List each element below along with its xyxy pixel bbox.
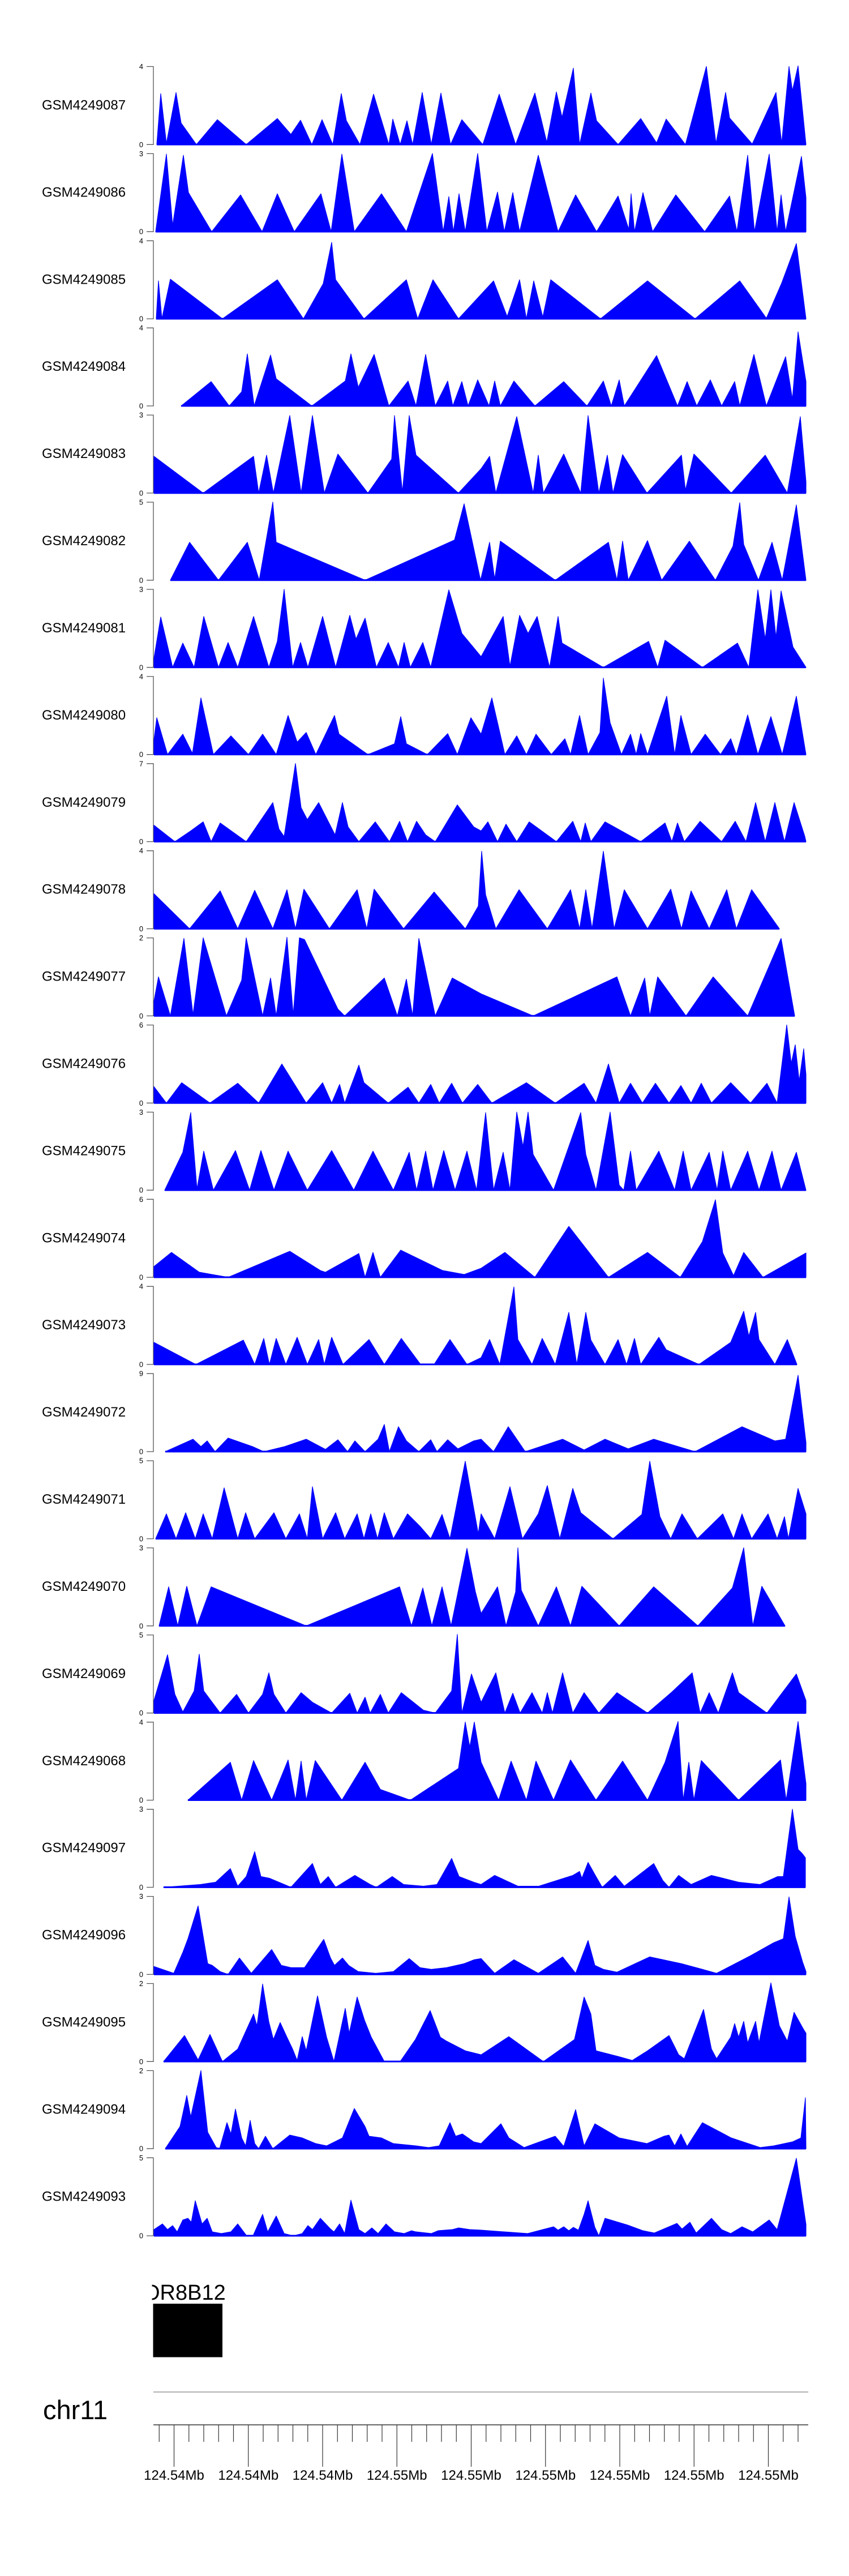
svg-text:4: 4 [139,324,143,332]
svg-text:0: 0 [139,1012,143,1020]
svg-text:2: 2 [139,2066,143,2075]
svg-text:124.55Mb: 124.55Mb [515,2468,576,2483]
svg-text:124.54Mb: 124.54Mb [218,2468,278,2483]
svg-text:GSM4249082: GSM4249082 [42,533,126,549]
svg-text:0: 0 [139,402,143,410]
svg-text:9: 9 [139,1370,143,1378]
svg-text:0: 0 [139,1970,143,1979]
svg-text:0: 0 [139,1534,143,1543]
svg-text:5: 5 [139,2154,143,2162]
svg-text:5: 5 [139,1631,143,1639]
svg-text:GSM4249071: GSM4249071 [42,1492,126,1507]
svg-text:4: 4 [139,846,143,855]
svg-text:GSM4249077: GSM4249077 [42,969,126,985]
svg-text:GSM4249078: GSM4249078 [42,882,126,897]
svg-text:0: 0 [139,228,143,236]
svg-text:GSM4249093: GSM4249093 [42,2189,126,2204]
svg-text:124.54Mb: 124.54Mb [144,2468,204,2483]
svg-text:0: 0 [139,925,143,933]
svg-text:GSM4249068: GSM4249068 [42,1753,126,1769]
svg-text:124.55Mb: 124.55Mb [367,2468,427,2483]
svg-text:0: 0 [139,1099,143,1107]
svg-text:GSM4249080: GSM4249080 [42,708,126,723]
svg-text:0: 0 [139,750,143,759]
svg-text:0: 0 [139,1883,143,1892]
svg-text:GSM4249094: GSM4249094 [42,2102,126,2117]
svg-text:chr11: chr11 [43,2395,108,2425]
svg-text:3: 3 [139,149,143,158]
svg-text:6: 6 [139,1021,143,1029]
svg-text:3: 3 [139,1544,143,1552]
svg-text:0: 0 [139,663,143,671]
svg-text:0: 0 [139,1360,143,1369]
svg-text:GSM4249076: GSM4249076 [42,1056,126,1072]
svg-text:0: 0 [139,489,143,497]
svg-text:124.55Mb: 124.55Mb [738,2468,799,2483]
svg-text:0: 0 [139,2057,143,2066]
svg-text:0: 0 [139,837,143,846]
svg-text:GSM4249087: GSM4249087 [42,98,126,113]
svg-text:GSM4249096: GSM4249096 [42,1928,126,1943]
svg-text:0: 0 [139,576,143,584]
svg-text:0: 0 [139,1186,143,1195]
svg-text:2: 2 [139,1979,143,1988]
svg-text:0: 0 [139,1709,143,1717]
svg-text:5: 5 [139,1457,143,1465]
svg-text:GSM4249074: GSM4249074 [42,1230,126,1246]
svg-text:OR8B12: OR8B12 [143,2281,226,2305]
svg-text:GSM4249083: GSM4249083 [42,446,126,461]
svg-text:GSM4249070: GSM4249070 [42,1579,126,1594]
svg-text:0: 0 [139,140,143,149]
svg-text:124.54Mb: 124.54Mb [293,2468,353,2483]
svg-text:0: 0 [139,2145,143,2153]
svg-text:6: 6 [139,1195,143,1204]
svg-text:4: 4 [139,1282,143,1291]
svg-text:GSM4249069: GSM4249069 [42,1666,126,1681]
svg-text:4: 4 [139,62,143,71]
svg-text:3: 3 [139,1805,143,1813]
svg-text:GSM4249084: GSM4249084 [42,359,126,374]
svg-text:3: 3 [139,585,143,594]
svg-text:0: 0 [139,1796,143,1804]
svg-text:3: 3 [139,1892,143,1901]
svg-text:124.55Mb: 124.55Mb [441,2468,501,2483]
svg-text:GSM4249079: GSM4249079 [42,795,126,810]
svg-text:5: 5 [139,498,143,507]
svg-text:GSM4249085: GSM4249085 [42,272,126,287]
svg-text:GSM4249097: GSM4249097 [42,1841,126,1856]
svg-text:0: 0 [139,1273,143,1282]
svg-text:4: 4 [139,237,143,245]
svg-text:124.55Mb: 124.55Mb [664,2468,724,2483]
svg-text:3: 3 [139,1108,143,1116]
svg-text:4: 4 [139,672,143,681]
svg-text:GSM4249086: GSM4249086 [42,185,126,200]
svg-text:GSM4249095: GSM4249095 [42,2015,126,2030]
svg-text:0: 0 [139,2232,143,2240]
svg-text:0: 0 [139,1621,143,1630]
svg-text:4: 4 [139,1718,143,1726]
svg-text:2: 2 [139,934,143,942]
svg-text:0: 0 [139,315,143,323]
svg-text:7: 7 [139,759,143,768]
svg-text:124.55Mb: 124.55Mb [590,2468,650,2483]
svg-text:GSM4249075: GSM4249075 [42,1143,126,1158]
svg-text:GSM4249081: GSM4249081 [42,621,126,636]
svg-text:0: 0 [139,1448,143,1456]
svg-text:GSM4249072: GSM4249072 [42,1405,126,1420]
svg-text:GSM4249073: GSM4249073 [42,1317,126,1333]
svg-text:3: 3 [139,411,143,420]
